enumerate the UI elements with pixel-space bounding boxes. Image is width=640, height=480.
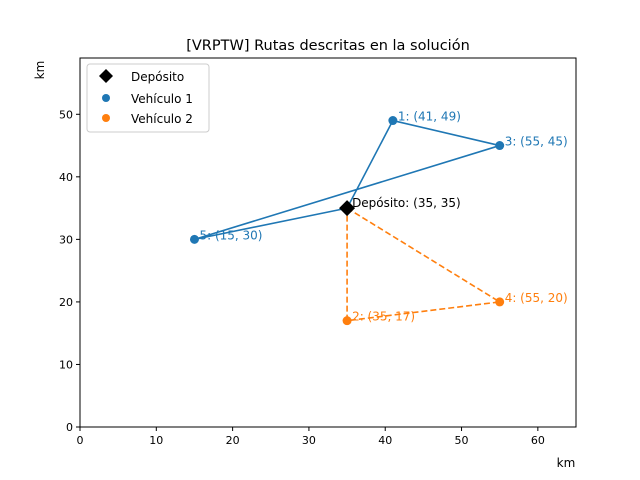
x-tick-label: 60 [531, 434, 545, 447]
y-axis-ticks: 0 10 20 30 40 50 [59, 108, 80, 434]
y-tick-label: 30 [59, 233, 73, 246]
x-axis-ticks: 0 10 20 30 40 50 60 [77, 427, 545, 447]
customer-point-label: 3: (55, 45) [505, 135, 568, 149]
depot-marker [339, 200, 356, 217]
legend-vehicle-2-marker [102, 114, 110, 122]
y-tick-label: 10 [59, 358, 73, 371]
customer-point-vehicle-2 [342, 316, 352, 326]
y-tick-label: 40 [59, 171, 73, 184]
route-line-vehicle-2 [346, 207, 501, 322]
legend-depot-label: Depósito [131, 70, 184, 84]
x-tick-label: 0 [77, 434, 84, 447]
x-tick-label: 10 [149, 434, 163, 447]
customer-point-label: 4: (55, 20) [505, 291, 568, 305]
depot-label: Depósito: (35, 35) [352, 196, 461, 210]
y-axis-label: km [33, 61, 47, 80]
points-layer [189, 116, 505, 326]
chart-title: [VRPTW] Rutas descritas en la solución [186, 38, 470, 54]
x-tick-label: 30 [302, 434, 316, 447]
legend-depot-marker [99, 69, 113, 83]
legend-box [86, 63, 210, 133]
legend: Depósito Vehículo 1 Vehículo 2 [86, 63, 210, 133]
x-tick-label: 20 [226, 434, 240, 447]
axes-frame [79, 57, 577, 428]
legend-vehicle-1-label: Vehículo 1 [131, 92, 193, 106]
x-tick-label: 40 [378, 434, 392, 447]
legend-vehicle-2-label: Vehículo 2 [131, 112, 193, 126]
customer-point-vehicle-1 [388, 116, 398, 126]
customer-point-label: 2: (35, 17) [352, 310, 415, 324]
y-tick-label: 0 [66, 421, 73, 434]
customer-point-label: 1: (41, 49) [398, 110, 461, 124]
y-tick-label: 20 [59, 296, 73, 309]
x-axis-label: km [557, 456, 576, 470]
axes: 1: (41, 49) 3: (55, 45) 5: (15, 30) 4: (55,… [59, 57, 577, 447]
y-tick-label: 50 [59, 108, 73, 121]
customer-point-vehicle-2 [495, 297, 505, 307]
x-tick-label: 50 [455, 434, 469, 447]
legend-vehicle-1-marker [102, 94, 110, 102]
customer-point-vehicle-1 [189, 234, 199, 244]
customer-point-label: 5: (15, 30) [199, 228, 262, 242]
customer-point-vehicle-1 [495, 141, 505, 151]
point-labels-layer: 1: (41, 49) 3: (55, 45) 5: (15, 30) 4: (55,… [199, 110, 567, 324]
